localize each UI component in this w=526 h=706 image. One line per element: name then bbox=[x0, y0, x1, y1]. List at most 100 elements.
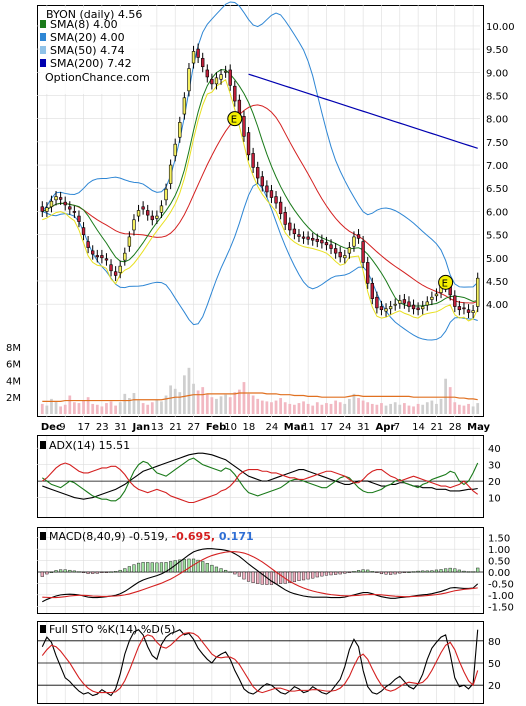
adx-series-line bbox=[41, 462, 479, 504]
macd-histogram-bar bbox=[100, 571, 104, 574]
macd-histogram-bar bbox=[201, 561, 205, 573]
candle-body bbox=[49, 200, 54, 208]
x-tick-label: May bbox=[467, 422, 490, 433]
macd-histogram-bar bbox=[274, 571, 278, 585]
macd-histogram-bar bbox=[329, 571, 333, 576]
candle-body bbox=[278, 201, 283, 215]
macd-histogram-bar bbox=[72, 570, 76, 573]
macd-histogram-bar bbox=[269, 571, 274, 585]
x-tick-label: 23 bbox=[96, 422, 109, 433]
volume-bar bbox=[91, 403, 95, 414]
sma20-line bbox=[42, 104, 478, 304]
macd-histogram-bar bbox=[49, 571, 54, 574]
volume-bar bbox=[380, 403, 383, 414]
candle-body bbox=[205, 69, 209, 78]
price-tick-label: 5.00 bbox=[486, 254, 508, 265]
candle-body bbox=[210, 78, 214, 85]
candle-body bbox=[343, 255, 347, 259]
candle-body bbox=[366, 262, 370, 284]
volume-bar bbox=[50, 398, 53, 414]
candle-body bbox=[118, 265, 122, 273]
candle-body bbox=[462, 307, 466, 310]
sma200-line bbox=[248, 73, 478, 149]
macd-series-line bbox=[42, 551, 478, 599]
macd-histogram-bar bbox=[54, 570, 58, 573]
price-tick-label: 8.00 bbox=[486, 115, 508, 126]
volume-bar bbox=[348, 398, 351, 414]
sto-title: Full STO %K(14) %D(5) bbox=[49, 623, 175, 636]
macd-histogram-bar bbox=[471, 571, 475, 573]
volume-bar bbox=[320, 404, 324, 414]
macd-histogram-bar bbox=[214, 566, 219, 573]
macd-histogram-bar bbox=[132, 564, 136, 573]
volume-bar bbox=[435, 403, 438, 414]
volume-bar bbox=[366, 402, 370, 414]
volume-bar bbox=[325, 403, 328, 414]
x-tick-label: 11 bbox=[302, 422, 315, 433]
macd-histogram-bar bbox=[434, 569, 439, 573]
macd-histogram-bar bbox=[301, 571, 306, 581]
volume-bar bbox=[63, 404, 67, 414]
macd-histogram-bar bbox=[228, 571, 232, 573]
macd-title: MACD(8,40,9) -0.519, -0.695, 0.171 bbox=[49, 530, 254, 543]
volume-bar bbox=[128, 398, 131, 414]
volume-bar bbox=[183, 375, 186, 414]
volume-bar bbox=[343, 403, 347, 414]
volume-bar bbox=[370, 403, 374, 414]
price-tick-label: 5.50 bbox=[486, 231, 508, 242]
volume-bar bbox=[169, 385, 172, 414]
macd-histogram-bar bbox=[242, 571, 246, 580]
price-tick-label: 9.50 bbox=[486, 45, 508, 56]
macd-histogram-bar bbox=[210, 564, 214, 573]
macd-histogram-bar bbox=[246, 571, 251, 582]
candle-body bbox=[265, 185, 269, 193]
macd-tick-label: -1.00 bbox=[488, 591, 514, 602]
volume-bar bbox=[458, 404, 461, 414]
macd-histogram-bar bbox=[159, 562, 164, 573]
candle-body bbox=[63, 201, 67, 206]
macd-histogram-bar bbox=[81, 571, 86, 574]
candle-body bbox=[402, 299, 407, 304]
earnings-marker-label: E bbox=[442, 278, 448, 289]
macd-histogram-bar bbox=[343, 571, 347, 574]
macd-histogram-bar bbox=[347, 571, 351, 574]
macd-histogram-bar bbox=[127, 566, 131, 573]
candle-body bbox=[338, 251, 342, 258]
volume-bar bbox=[160, 401, 163, 414]
candle-body bbox=[187, 68, 191, 92]
price-tick-label: 4.00 bbox=[486, 300, 508, 311]
x-tick-label: 24 bbox=[265, 422, 278, 433]
volume-bar bbox=[279, 398, 282, 414]
candle-body bbox=[352, 236, 356, 247]
candle-body bbox=[68, 206, 72, 210]
x-tick-label: 31 bbox=[114, 422, 127, 433]
macd-histogram-bar bbox=[352, 571, 356, 573]
volume-bar bbox=[306, 403, 310, 414]
sto-tick-label: 80 bbox=[488, 637, 501, 648]
candle-body bbox=[315, 238, 319, 242]
macd-histogram-bar bbox=[155, 562, 159, 573]
macd-histogram-bar bbox=[251, 571, 255, 583]
macd-histogram-bar bbox=[421, 570, 425, 573]
volume-bar bbox=[430, 400, 434, 414]
candle-body bbox=[164, 188, 168, 201]
candle-body bbox=[95, 255, 99, 258]
candle-body bbox=[104, 258, 109, 261]
macd-histogram-bar bbox=[366, 569, 370, 573]
volume-bar bbox=[274, 400, 278, 414]
adx-series-line bbox=[41, 457, 479, 502]
x-tick-label: 10 bbox=[224, 422, 237, 433]
macd-histogram-bar bbox=[141, 562, 145, 573]
candle-body bbox=[233, 85, 237, 102]
macd-histogram-bar bbox=[63, 569, 67, 573]
volume-bar bbox=[352, 393, 356, 414]
volume-bar bbox=[247, 393, 250, 414]
macd-histogram-bar bbox=[237, 571, 241, 577]
volume-bar bbox=[453, 402, 457, 414]
candle-body bbox=[476, 277, 480, 307]
macd-histogram-bar bbox=[425, 570, 429, 573]
volume-bar bbox=[105, 403, 108, 414]
candle-body bbox=[201, 58, 205, 68]
